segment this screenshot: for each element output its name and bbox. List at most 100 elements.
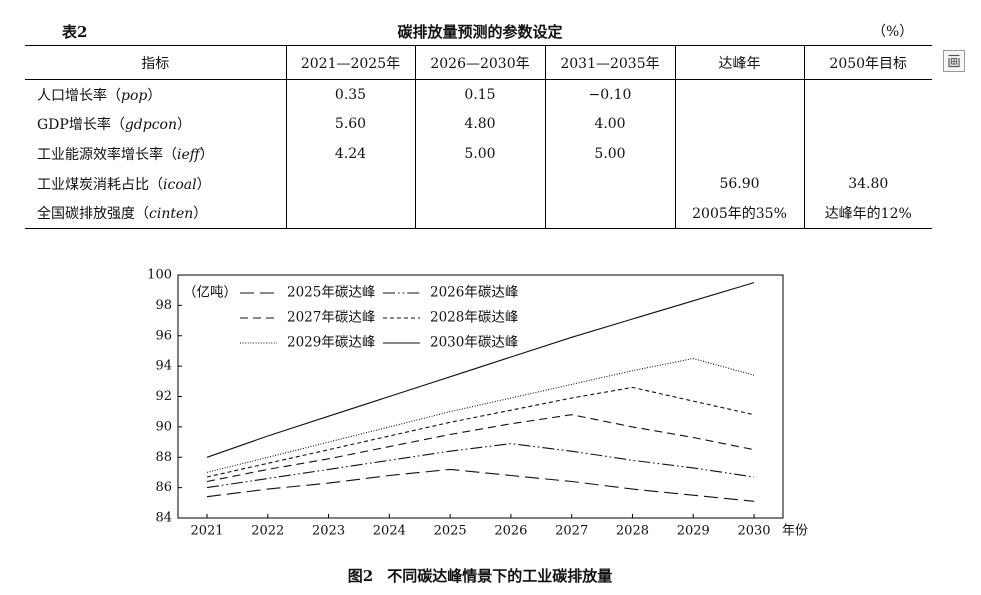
legend-label-2026: 2026年碳达峰 <box>430 285 519 301</box>
figure-caption: 图2 不同碳达峰情景下的工业碳排放量 <box>280 566 680 586</box>
table-view-button[interactable] <box>943 50 965 72</box>
table-cell <box>545 169 675 199</box>
column-header-2021-2025: 2021—2025年 <box>286 46 415 80</box>
table-row: 工业能源效率增长率（ieff） 4.24 5.00 5.00 <box>25 139 932 169</box>
indicator-close: ） <box>177 117 191 133</box>
table-cell <box>675 110 804 140</box>
indicator-name: 工业能源效率增长率（ <box>37 147 177 163</box>
table-row: 全国碳排放强度（cinten） 2005年的35% 达峰年的12% <box>25 198 932 228</box>
column-header-indicator: 指标 <box>25 46 286 80</box>
table-cell: 达峰年的12% <box>804 198 932 228</box>
y-tick-label-94: 94 <box>155 359 172 374</box>
column-header-peak-year: 达峰年 <box>675 46 804 80</box>
table-cell <box>675 80 804 110</box>
table-cell: 5.00 <box>545 139 675 169</box>
y-axis-unit-label: （亿吨） <box>183 285 237 301</box>
x-tick-label-2029: 2029 <box>677 524 710 539</box>
y-tick-label-100: 100 <box>147 268 172 283</box>
indicator-variable: icoal <box>163 177 197 193</box>
series-line-2029 <box>207 359 754 473</box>
x-tick-label-2028: 2028 <box>616 524 649 539</box>
table-view-icon[interactable] <box>943 50 965 72</box>
legend-label-2030: 2030年碳达峰 <box>430 335 519 351</box>
figure-label: 图2 <box>348 567 373 585</box>
indicator-label: 全国碳排放强度（cinten） <box>25 198 286 228</box>
indicator-name: GDP增长率（ <box>37 117 125 133</box>
table-cell: 4.00 <box>545 110 675 140</box>
x-tick-label-2022: 2022 <box>251 524 284 539</box>
legend-label-2027: 2027年碳达峰 <box>287 310 376 326</box>
column-header-2031-2035: 2031—2035年 <box>545 46 675 80</box>
x-tick-label-2021: 2021 <box>190 524 223 539</box>
indicator-variable: gdpcon <box>125 117 177 133</box>
indicator-name: 人口增长率（ <box>37 88 121 104</box>
table-header: 指标 2021—2025年 2026—2030年 2031—2035年 达峰年 … <box>25 46 932 80</box>
indicator-name: 工业煤炭消耗占比（ <box>37 177 163 193</box>
column-header-2050-target: 2050年目标 <box>804 46 932 80</box>
x-tick-label-2023: 2023 <box>312 524 345 539</box>
table-cell: 4.80 <box>415 110 545 140</box>
table-cell <box>286 169 415 199</box>
table-cell: 4.24 <box>286 139 415 169</box>
indicator-close: ） <box>197 177 211 193</box>
indicator-label: 人口增长率（pop） <box>25 80 286 110</box>
header-row: 指标 2021—2025年 2026—2030年 2031—2035年 达峰年 … <box>25 46 932 80</box>
y-tick-label-86: 86 <box>155 480 172 495</box>
indicator-variable: cinten <box>149 206 193 222</box>
y-tick-label-90: 90 <box>155 419 172 434</box>
indicator-name: 全国碳排放强度（ <box>37 206 149 222</box>
indicator-close: ） <box>200 147 214 163</box>
table-cell <box>804 110 932 140</box>
table-cell: 56.90 <box>675 169 804 199</box>
figure-caption-text: 不同碳达峰情景下的工业碳排放量 <box>387 567 612 585</box>
table-cell <box>804 80 932 110</box>
table-cell <box>415 169 545 199</box>
table-cell: 34.80 <box>804 169 932 199</box>
table-cell <box>675 139 804 169</box>
x-tick-label-2024: 2024 <box>373 524 406 539</box>
table-body: 人口增长率（pop） 0.35 0.15 −0.10 GDP增长率（gdpcon… <box>25 80 932 229</box>
table-cell: 5.60 <box>286 110 415 140</box>
indicator-variable: ieff <box>177 147 200 163</box>
table-cell: 0.15 <box>415 80 545 110</box>
table-cell: −0.10 <box>545 80 675 110</box>
series-line-2025 <box>207 469 754 501</box>
table-cell: 2005年的35% <box>675 198 804 228</box>
table-row: 人口增长率（pop） 0.35 0.15 −0.10 <box>25 80 932 110</box>
x-tick-label-2027: 2027 <box>555 524 588 539</box>
y-tick-label-92: 92 <box>155 389 172 404</box>
series-line-2028 <box>207 387 754 477</box>
table-cell: 5.00 <box>415 139 545 169</box>
indicator-close: ） <box>147 88 161 104</box>
table-cell <box>545 198 675 228</box>
column-header-2026-2030: 2026—2030年 <box>415 46 545 80</box>
table-unit: （%） <box>872 22 913 42</box>
x-tick-label-2026: 2026 <box>494 524 527 539</box>
y-tick-label-88: 88 <box>155 450 172 465</box>
y-tick-label-96: 96 <box>155 328 172 343</box>
table-cell <box>286 198 415 228</box>
series-line-2027 <box>207 415 754 482</box>
emissions-line-chart: （亿吨） 年份 84 86 88 90 92 94 96 98 100 2021 2022 2023 2… <box>0 250 981 550</box>
x-axis-label: 年份 <box>782 524 808 539</box>
table-row: 工业煤炭消耗占比（icoal） 56.90 34.80 <box>25 169 932 199</box>
table-cell <box>804 139 932 169</box>
indicator-label: GDP增长率（gdpcon） <box>25 110 286 140</box>
indicator-close: ） <box>193 206 207 222</box>
table-row: GDP增长率（gdpcon） 5.60 4.80 4.00 <box>25 110 932 140</box>
parameter-table: 指标 2021—2025年 2026—2030年 2031—2035年 达峰年 … <box>25 45 932 229</box>
table-cell: 0.35 <box>286 80 415 110</box>
legend-label-2025: 2025年碳达峰 <box>287 285 376 301</box>
y-tick-label-98: 98 <box>155 298 172 313</box>
legend-label-2029: 2029年碳达峰 <box>287 335 376 351</box>
indicator-variable: pop <box>121 88 147 104</box>
indicator-label: 工业煤炭消耗占比（icoal） <box>25 169 286 199</box>
legend-label-2028: 2028年碳达峰 <box>430 310 519 326</box>
table-label: 表2 <box>62 22 87 42</box>
y-tick-label-84: 84 <box>155 511 172 526</box>
table-cell <box>415 198 545 228</box>
x-tick-label-2030: 2030 <box>737 524 770 539</box>
table-title: 碳排放量预测的参数设定 <box>330 22 630 42</box>
x-tick-label-2025: 2025 <box>434 524 467 539</box>
indicator-label: 工业能源效率增长率（ieff） <box>25 139 286 169</box>
